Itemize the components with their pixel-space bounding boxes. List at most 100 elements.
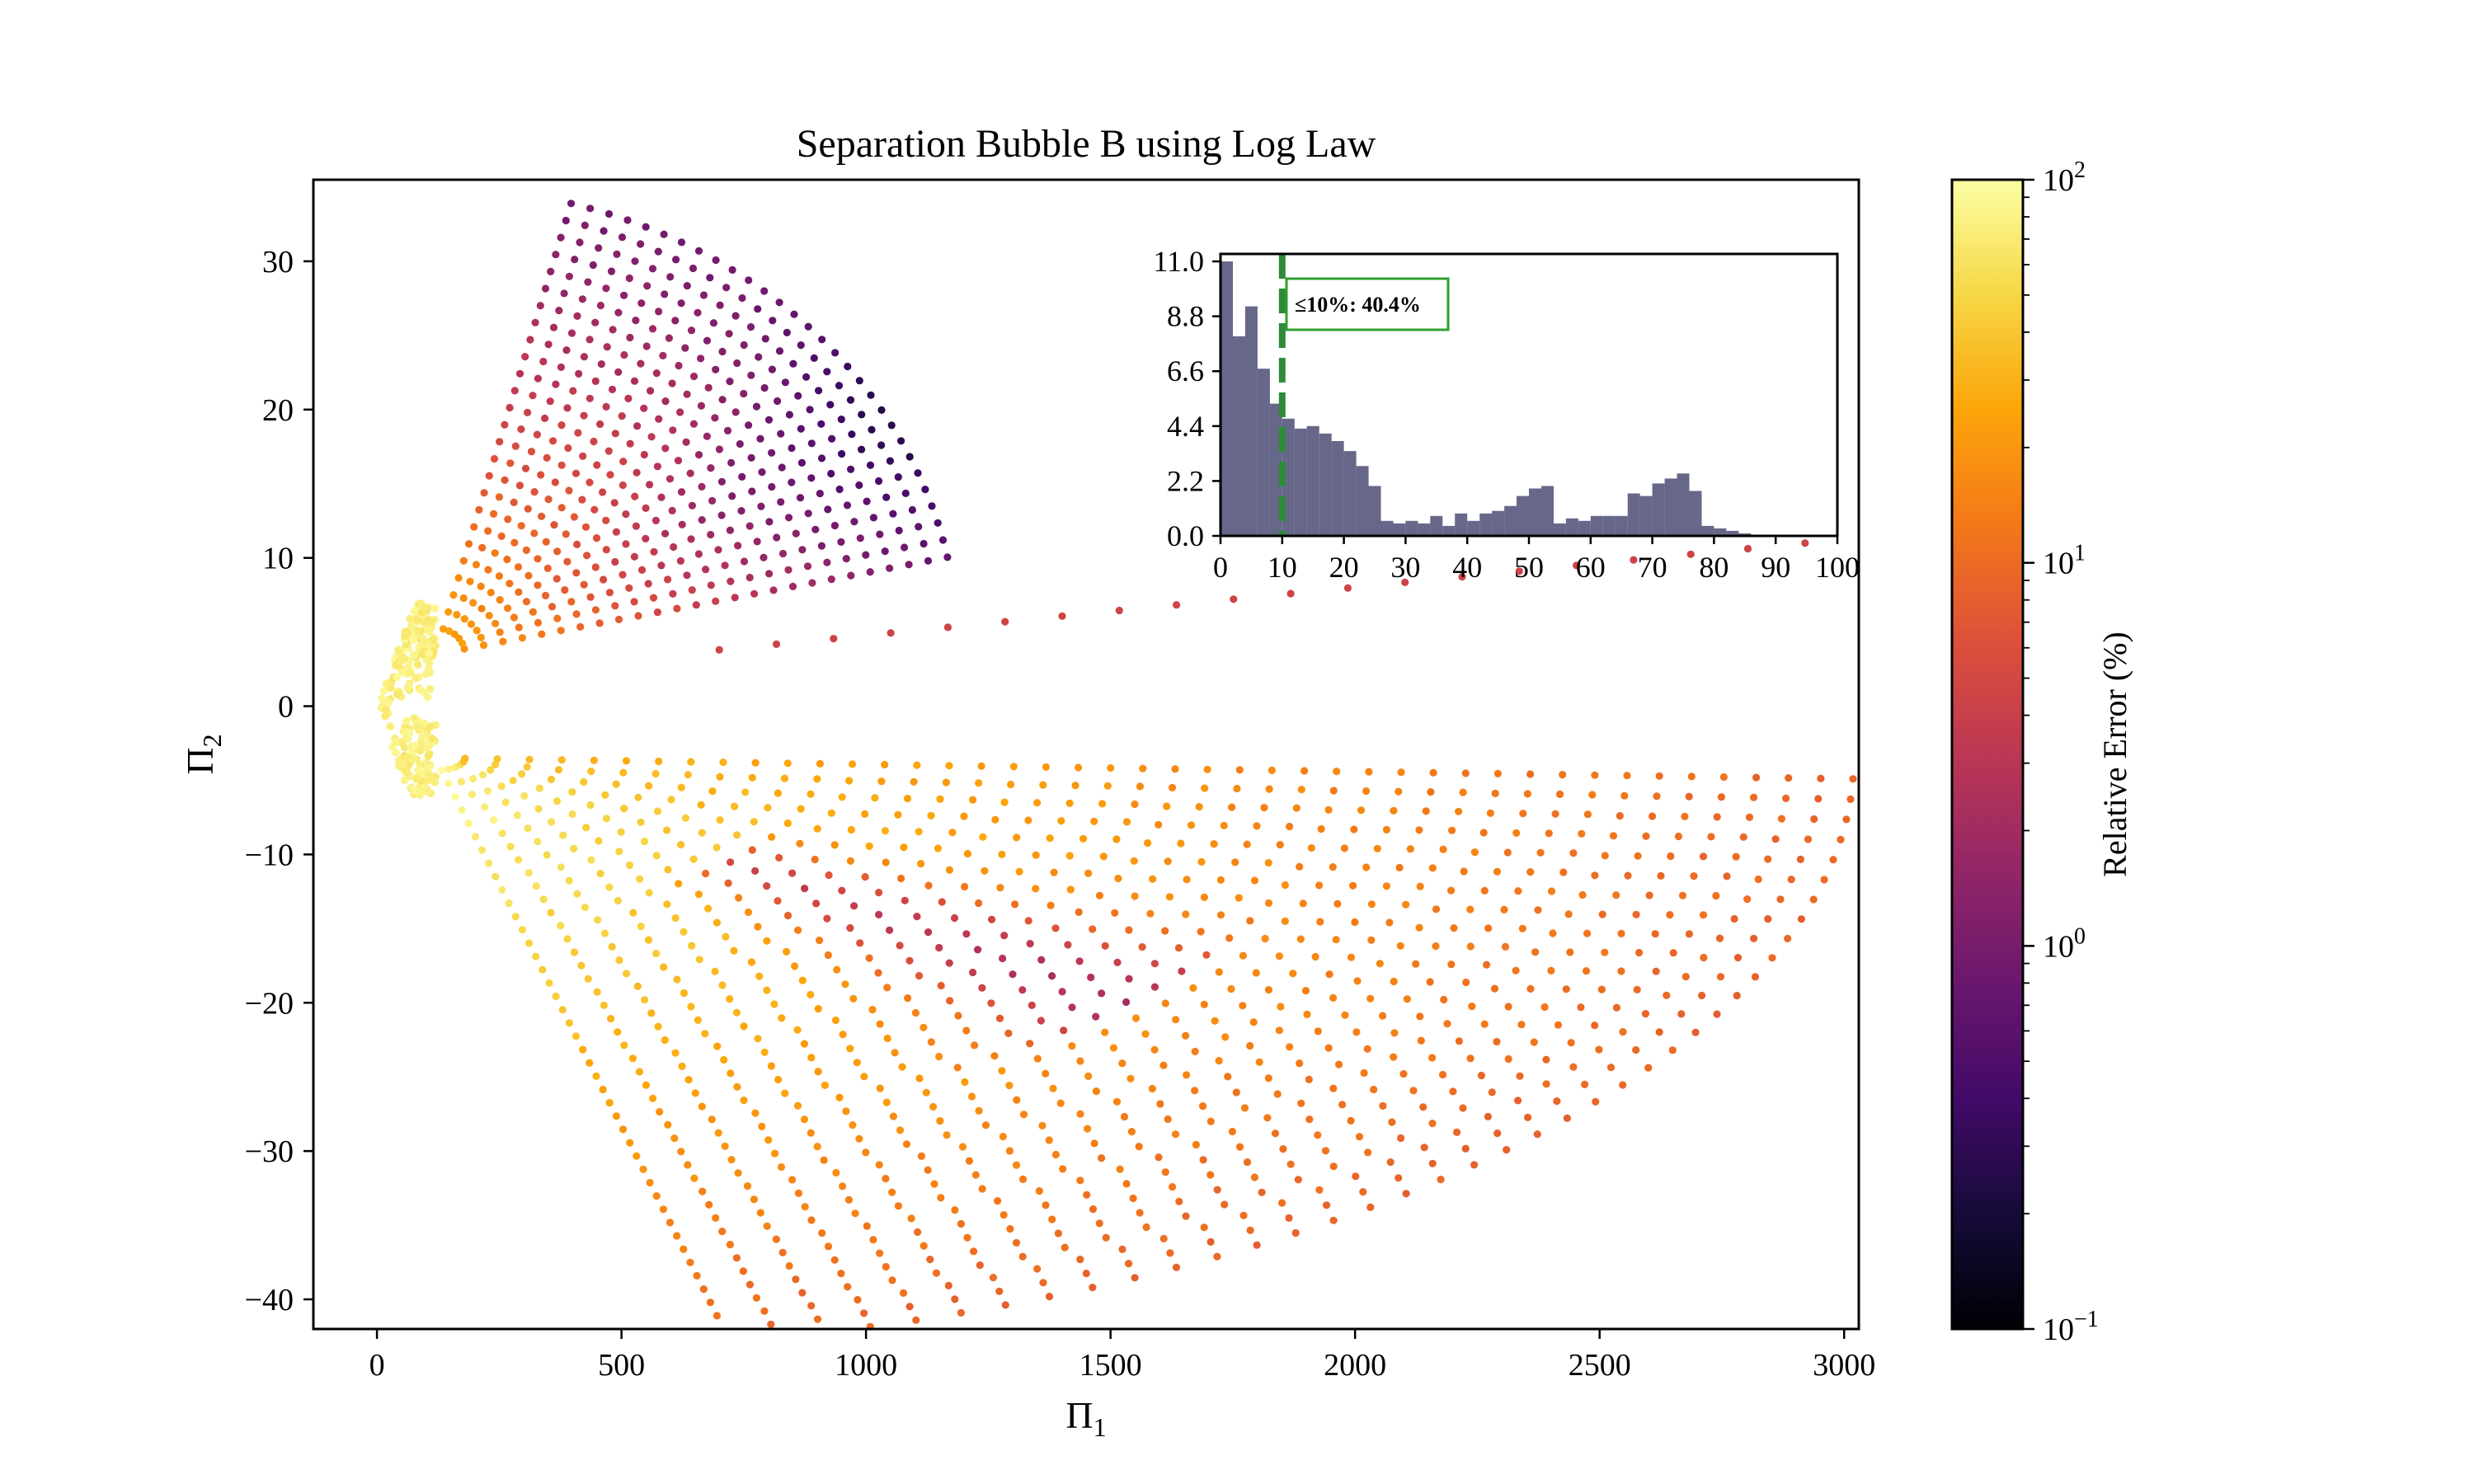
scatter-point	[626, 1139, 634, 1147]
scatter-point	[770, 1000, 778, 1008]
histogram-bar	[1701, 525, 1714, 536]
scatter-point	[774, 1075, 783, 1084]
scatter-point	[1011, 900, 1019, 909]
scatter-point	[1000, 798, 1009, 806]
inset-y-tick-label: 6.6	[1167, 355, 1204, 387]
scatter-point	[1617, 967, 1625, 975]
scatter-point	[565, 876, 573, 885]
scatter-point	[506, 459, 515, 467]
scatter-point	[731, 312, 740, 320]
scatter-point	[1347, 953, 1356, 961]
scatter-point	[1359, 1188, 1367, 1196]
scatter-point	[724, 879, 732, 887]
scatter-point	[1271, 1129, 1280, 1138]
scatter-point	[781, 1089, 789, 1097]
scatter-point	[886, 564, 894, 572]
scatter-point	[1804, 835, 1813, 843]
scatter-point	[1386, 1158, 1395, 1167]
scatter-point	[552, 992, 560, 1001]
scatter-point	[1447, 886, 1456, 895]
scatter-point	[1111, 909, 1119, 917]
scatter-point	[860, 1309, 868, 1317]
scatter-point	[886, 926, 894, 934]
scatter-point	[1056, 1099, 1065, 1107]
scatter-point	[807, 1216, 816, 1224]
scatter-point	[671, 913, 680, 923]
scatter-point	[1001, 618, 1009, 626]
scatter-point	[1390, 806, 1398, 815]
scatter-point	[1732, 852, 1740, 861]
histogram-bar	[1368, 486, 1381, 536]
scatter-point	[1559, 868, 1568, 876]
scatter-point	[963, 1233, 971, 1242]
scatter-point	[1090, 817, 1098, 825]
scatter-point	[740, 557, 749, 566]
scatter-point	[392, 738, 400, 747]
scatter-point	[1409, 1087, 1418, 1095]
scatter-point	[1183, 1071, 1191, 1079]
scatter-point	[492, 619, 500, 627]
scatter-point	[1012, 1161, 1021, 1169]
scatter-point	[760, 1048, 769, 1056]
scatter-point	[777, 1162, 786, 1172]
scatter-point	[969, 796, 977, 804]
inset-x-tick-label: 100	[1815, 551, 1860, 584]
scatter-point	[1189, 984, 1197, 992]
scatter-point	[1122, 818, 1131, 826]
scatter-point	[1102, 1233, 1110, 1242]
scatter-point	[747, 958, 756, 966]
scatter-point	[541, 284, 550, 293]
scatter-point	[477, 582, 485, 590]
scatter-point	[1713, 813, 1721, 821]
scatter-point	[850, 902, 858, 910]
scatter-point	[1032, 885, 1040, 893]
scatter-point	[1503, 848, 1512, 857]
scatter-point	[682, 438, 690, 446]
scatter-point	[1333, 899, 1342, 908]
histogram-bar	[1257, 369, 1270, 536]
scatter-points	[378, 200, 1857, 1331]
scatter-point	[924, 556, 933, 565]
colorbar-label: Relative Error (%)	[2096, 632, 2133, 877]
scatter-point	[733, 359, 741, 368]
scatter-point	[1367, 900, 1376, 909]
scatter-point	[922, 1088, 930, 1097]
scatter-point	[868, 425, 876, 434]
scatter-point	[1764, 915, 1772, 923]
chart-title: Separation Bubble B using Log Law	[797, 122, 1376, 166]
scatter-point	[1493, 867, 1502, 876]
scatter-point	[1531, 948, 1540, 956]
scatter-point	[1264, 858, 1272, 867]
scatter-point	[663, 826, 671, 834]
scatter-point	[590, 437, 598, 446]
scatter-point	[1609, 832, 1618, 840]
scatter-point	[1347, 1116, 1355, 1125]
scatter-point	[515, 369, 524, 378]
scatter-point	[1299, 899, 1307, 908]
scatter-point	[975, 1106, 983, 1115]
scatter-point	[425, 649, 433, 658]
scatter-point	[960, 812, 968, 820]
scatter-point	[823, 914, 831, 923]
scatter-point	[607, 267, 616, 275]
scatter-point	[1300, 767, 1309, 775]
scatter-point	[548, 818, 556, 826]
scatter-point	[1553, 1097, 1561, 1106]
scatter-point	[557, 420, 566, 430]
scatter-point	[552, 380, 560, 388]
scatter-point	[1230, 595, 1238, 603]
scatter-point	[624, 394, 633, 402]
scatter-point	[1087, 973, 1095, 982]
scatter-point	[689, 264, 698, 273]
scatter-point	[1743, 895, 1752, 904]
scatter-point	[562, 530, 570, 538]
scatter-point	[1691, 1028, 1700, 1036]
y-tick-label: −20	[245, 986, 294, 1021]
scatter-point	[1764, 855, 1772, 863]
scatter-point	[612, 1112, 621, 1120]
scatter-point	[846, 396, 855, 404]
scatter-point	[1390, 977, 1398, 986]
colorbar-tick-exponent: −1	[2074, 1307, 2099, 1332]
scatter-point	[788, 478, 796, 486]
scatter-point	[875, 477, 883, 486]
